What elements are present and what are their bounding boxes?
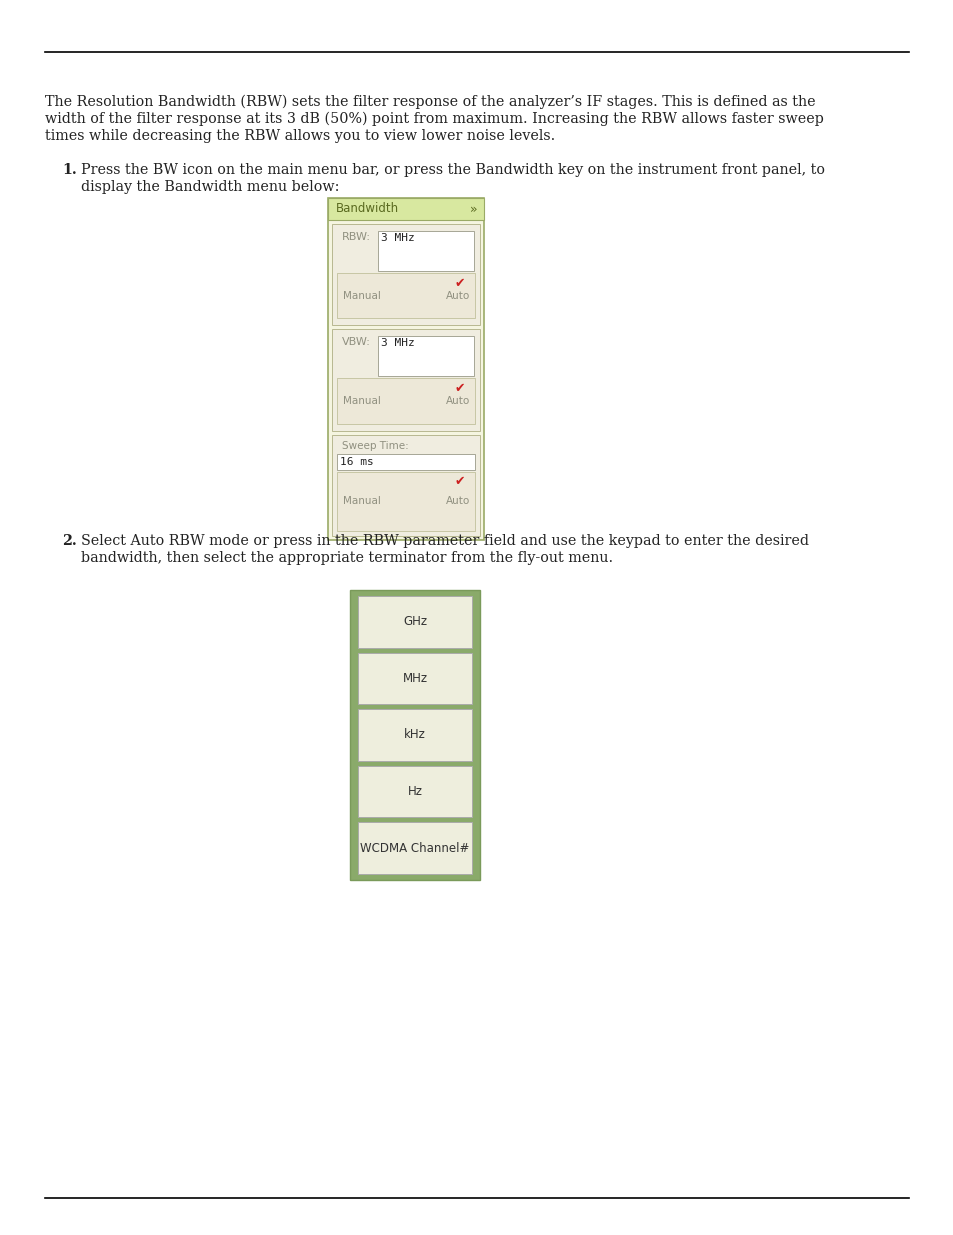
Text: MHz: MHz: [402, 672, 427, 685]
FancyBboxPatch shape: [332, 330, 479, 431]
FancyBboxPatch shape: [332, 435, 479, 536]
Text: Sweep Time:: Sweep Time:: [341, 441, 408, 451]
FancyBboxPatch shape: [336, 378, 475, 424]
Text: Auto: Auto: [445, 290, 470, 301]
Text: display the Bandwidth menu below:: display the Bandwidth menu below:: [81, 180, 339, 194]
Text: Press the BW icon on the main menu bar, or press the Bandwidth key on the instru: Press the BW icon on the main menu bar, …: [81, 163, 824, 177]
Text: RBW:: RBW:: [341, 232, 371, 242]
Text: 1.: 1.: [62, 163, 76, 177]
Text: Manual: Manual: [343, 396, 380, 406]
Text: The Resolution Bandwidth (RBW) sets the filter response of the analyzer’s IF sta: The Resolution Bandwidth (RBW) sets the …: [45, 95, 815, 110]
FancyBboxPatch shape: [357, 709, 472, 761]
Text: GHz: GHz: [402, 615, 427, 629]
FancyBboxPatch shape: [357, 652, 472, 704]
Text: 3 MHz: 3 MHz: [380, 233, 415, 243]
Text: ✔: ✔: [455, 277, 465, 290]
Text: 3 MHz: 3 MHz: [380, 338, 415, 348]
Text: ✔: ✔: [455, 474, 465, 488]
Text: VBW:: VBW:: [341, 337, 371, 347]
Text: 2.: 2.: [62, 534, 76, 548]
Text: Manual: Manual: [343, 290, 380, 301]
FancyBboxPatch shape: [350, 590, 479, 881]
FancyBboxPatch shape: [336, 472, 475, 531]
Text: 16 ms: 16 ms: [339, 457, 374, 467]
Text: Hz: Hz: [407, 785, 422, 798]
Text: Manual: Manual: [343, 495, 380, 505]
FancyBboxPatch shape: [377, 336, 474, 377]
Text: »: »: [470, 203, 477, 215]
Text: WCDMA Channel#: WCDMA Channel#: [360, 842, 469, 855]
FancyBboxPatch shape: [332, 224, 479, 325]
Text: times while decreasing the RBW allows you to view lower noise levels.: times while decreasing the RBW allows yo…: [45, 128, 555, 143]
Text: Auto: Auto: [445, 396, 470, 406]
FancyBboxPatch shape: [328, 198, 483, 540]
FancyBboxPatch shape: [357, 597, 472, 647]
FancyBboxPatch shape: [357, 823, 472, 874]
FancyBboxPatch shape: [377, 231, 474, 270]
Text: Bandwidth: Bandwidth: [335, 203, 398, 215]
FancyBboxPatch shape: [336, 273, 475, 319]
Text: kHz: kHz: [404, 729, 425, 741]
FancyBboxPatch shape: [328, 198, 483, 220]
FancyBboxPatch shape: [357, 766, 472, 818]
Text: bandwidth, then select the appropriate terminator from the fly-out menu.: bandwidth, then select the appropriate t…: [81, 551, 613, 564]
Text: Select Auto RBW mode or press in the RBW parameter field and use the keypad to e: Select Auto RBW mode or press in the RBW…: [81, 534, 808, 548]
Text: Auto: Auto: [445, 495, 470, 505]
FancyBboxPatch shape: [336, 453, 475, 469]
Text: ✔: ✔: [455, 382, 465, 395]
Text: width of the filter response at its 3 dB (50%) point from maximum. Increasing th: width of the filter response at its 3 dB…: [45, 112, 822, 126]
